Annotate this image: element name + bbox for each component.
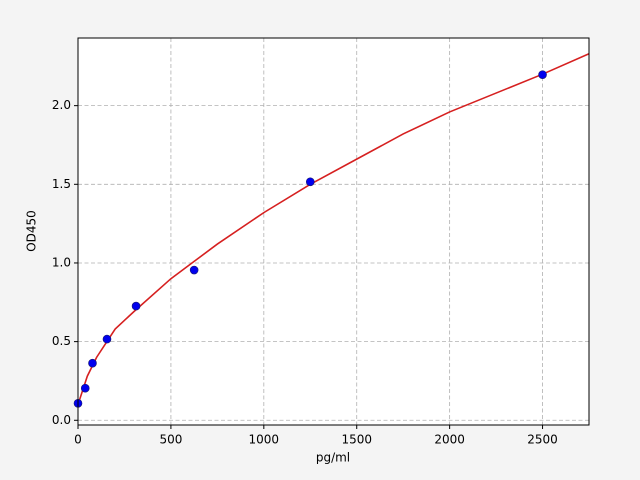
x-tick-label: 2500: [527, 433, 558, 447]
y-tick-label: 1.0: [52, 255, 71, 269]
y-axis-label: OD450: [25, 210, 39, 252]
data-point: [189, 265, 199, 275]
x-tick-label: 1500: [341, 433, 372, 447]
x-tick-label: 2000: [434, 433, 465, 447]
y-tick-label: 1.5: [52, 177, 71, 191]
data-point: [80, 383, 90, 393]
y-tick-label: 2.0: [52, 98, 71, 112]
plot-frame: [77, 37, 590, 426]
data-point: [305, 177, 315, 187]
plot-area: [78, 38, 589, 425]
data-point: [131, 301, 141, 311]
data-point: [102, 334, 112, 344]
y-tick-label: 0.5: [52, 334, 71, 348]
x-tick-label: 0: [74, 433, 82, 447]
x-tick-label: 500: [159, 433, 182, 447]
x-axis-label: pg/ml: [316, 451, 350, 465]
data-point: [538, 70, 547, 79]
data-point: [88, 358, 97, 368]
y-tick-label: 0.0: [52, 413, 71, 427]
x-tick-label: 1000: [249, 433, 280, 447]
